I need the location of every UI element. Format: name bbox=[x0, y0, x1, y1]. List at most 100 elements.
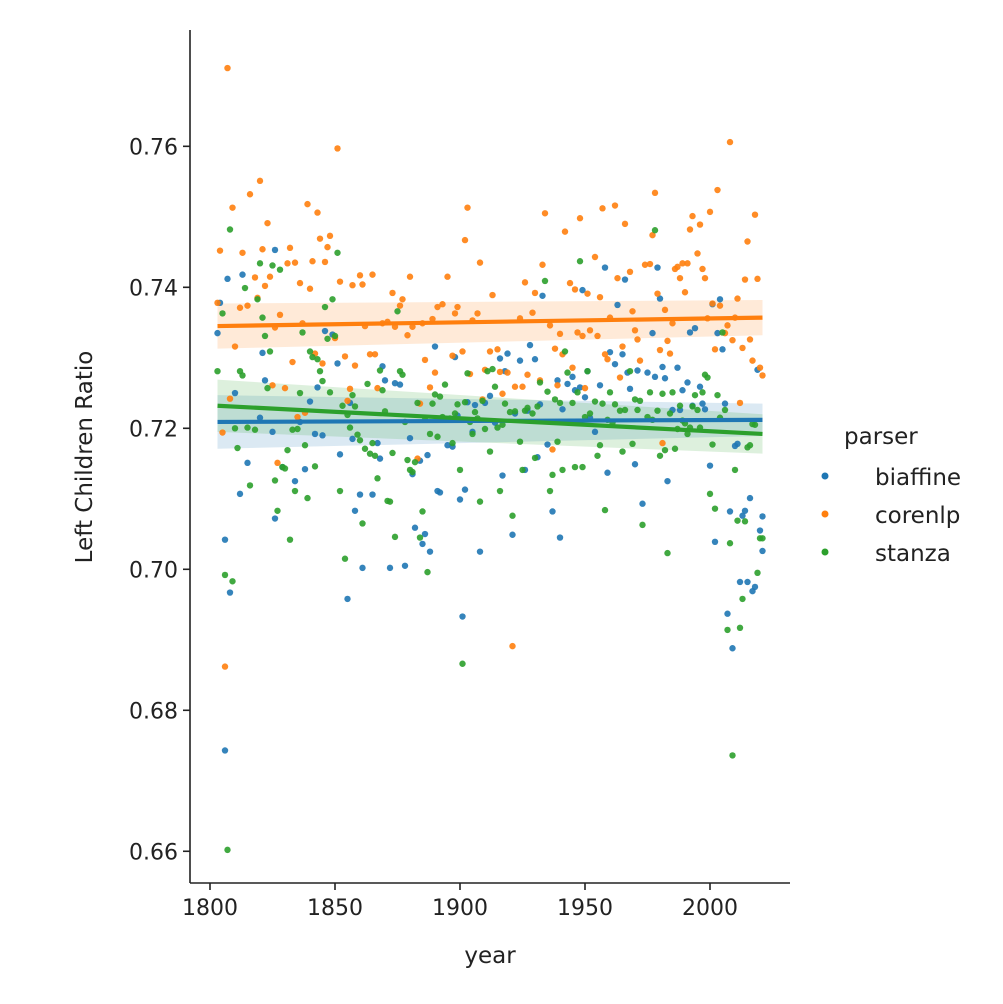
data-point-stanza bbox=[489, 365, 496, 373]
data-point-corenlp bbox=[359, 281, 366, 288]
data-point-stanza bbox=[721, 406, 729, 414]
data-point-corenlp bbox=[539, 261, 546, 268]
data-point-corenlp bbox=[244, 302, 251, 309]
data-point-stanza bbox=[471, 408, 479, 416]
data-point-biaffine bbox=[696, 383, 704, 390]
data-point-stanza bbox=[751, 421, 759, 428]
data-point-biaffine bbox=[224, 275, 231, 283]
data-point-biaffine bbox=[311, 430, 319, 438]
y-tick-label: 0.70 bbox=[129, 558, 178, 583]
data-point-biaffine bbox=[559, 406, 566, 413]
data-point-corenlp bbox=[736, 399, 744, 407]
data-point-stanza bbox=[664, 549, 671, 557]
data-point-stanza bbox=[479, 397, 486, 405]
data-point-stanza bbox=[274, 507, 281, 514]
data-point-corenlp bbox=[231, 343, 239, 350]
data-point-biaffine bbox=[221, 536, 229, 543]
data-point-corenlp bbox=[749, 357, 756, 364]
data-point-corenlp bbox=[426, 384, 434, 391]
data-point-biaffine bbox=[261, 377, 269, 384]
data-point-corenlp bbox=[616, 374, 624, 381]
data-point-stanza bbox=[364, 380, 371, 388]
data-point-stanza bbox=[691, 391, 699, 399]
data-point-stanza bbox=[714, 391, 721, 399]
data-point-corenlp bbox=[214, 299, 221, 307]
data-point-corenlp bbox=[461, 236, 469, 244]
data-point-stanza bbox=[349, 391, 356, 399]
confidence-band-stanza bbox=[217, 379, 763, 454]
data-point-biaffine bbox=[649, 329, 656, 337]
data-point-corenlp bbox=[631, 327, 639, 334]
data-point-corenlp bbox=[286, 244, 294, 252]
confidence-band-corenlp bbox=[217, 299, 763, 349]
data-point-corenlp bbox=[344, 397, 351, 405]
data-point-corenlp bbox=[239, 249, 246, 256]
data-point-stanza bbox=[656, 452, 664, 459]
data-point-corenlp bbox=[519, 383, 526, 390]
data-point-stanza bbox=[329, 296, 336, 303]
data-point-corenlp bbox=[601, 351, 609, 358]
data-point-corenlp bbox=[351, 362, 359, 369]
data-point-stanza bbox=[394, 308, 401, 315]
data-point-stanza bbox=[219, 310, 226, 317]
data-point-biaffine bbox=[604, 469, 611, 476]
data-point-corenlp bbox=[226, 395, 234, 402]
data-point-stanza bbox=[524, 404, 531, 412]
data-point-biaffine bbox=[531, 356, 539, 363]
data-point-biaffine bbox=[739, 512, 746, 519]
data-point-corenlp bbox=[661, 306, 669, 314]
data-point-stanza bbox=[451, 410, 459, 417]
data-point-corenlp bbox=[356, 272, 364, 279]
data-point-stanza bbox=[371, 452, 379, 459]
data-point-corenlp bbox=[619, 343, 626, 350]
data-point-stanza bbox=[509, 512, 516, 519]
data-point-stanza bbox=[579, 463, 586, 471]
data-point-corenlp bbox=[319, 360, 326, 367]
data-point-corenlp bbox=[396, 302, 404, 309]
data-point-biaffine bbox=[344, 595, 351, 603]
data-point-stanza bbox=[226, 226, 234, 233]
data-point-corenlp bbox=[494, 346, 501, 353]
data-point-stanza bbox=[456, 466, 464, 474]
data-point-biaffine bbox=[471, 401, 479, 409]
data-point-corenlp bbox=[321, 258, 329, 266]
data-point-corenlp bbox=[626, 268, 634, 276]
data-point-corenlp bbox=[676, 274, 684, 282]
data-point-stanza bbox=[316, 368, 324, 375]
data-point-corenlp bbox=[284, 260, 291, 267]
data-point-stanza bbox=[261, 332, 269, 340]
data-point-biaffine bbox=[719, 346, 726, 353]
data-point-stanza bbox=[541, 277, 549, 285]
data-point-biaffine bbox=[716, 296, 724, 303]
data-point-corenlp bbox=[434, 303, 441, 311]
data-point-biaffine bbox=[236, 490, 244, 498]
data-point-biaffine bbox=[556, 534, 564, 541]
data-point-stanza bbox=[361, 445, 369, 452]
data-point-stanza bbox=[296, 389, 304, 397]
data-point-stanza bbox=[336, 487, 344, 495]
data-point-stanza bbox=[491, 383, 499, 390]
data-point-biaffine bbox=[411, 524, 419, 531]
data-point-stanza bbox=[729, 752, 736, 759]
data-point-biaffine bbox=[634, 367, 641, 374]
data-point-stanza bbox=[551, 396, 559, 403]
data-point-stanza bbox=[311, 463, 319, 470]
data-point-corenlp bbox=[316, 235, 324, 242]
data-point-biaffine bbox=[239, 271, 246, 278]
data-point-stanza bbox=[424, 568, 431, 576]
data-point-stanza bbox=[666, 410, 674, 417]
data-point-corenlp bbox=[259, 246, 266, 253]
data-point-stanza bbox=[741, 518, 749, 525]
data-point-corenlp bbox=[371, 351, 379, 358]
legend-label-corenlp: corenlp bbox=[875, 503, 960, 529]
data-point-corenlp bbox=[294, 413, 301, 421]
data-point-corenlp bbox=[439, 301, 446, 308]
data-point-biaffine bbox=[734, 440, 741, 448]
data-point-biaffine bbox=[476, 548, 484, 555]
data-point-stanza bbox=[706, 490, 714, 498]
data-point-biaffine bbox=[244, 459, 251, 467]
data-point-stanza bbox=[351, 403, 359, 410]
data-point-biaffine bbox=[686, 329, 694, 336]
data-point-stanza bbox=[301, 442, 309, 449]
data-point-stanza bbox=[554, 438, 561, 445]
